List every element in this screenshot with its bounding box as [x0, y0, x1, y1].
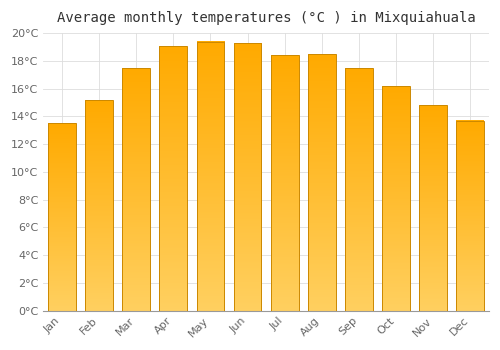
Bar	[345, 68, 373, 310]
Bar	[234, 43, 262, 310]
Bar	[122, 68, 150, 310]
Bar	[382, 86, 410, 310]
Bar	[420, 105, 447, 310]
Bar	[456, 121, 484, 310]
Bar	[160, 46, 187, 310]
Bar	[271, 55, 298, 310]
Bar	[308, 54, 336, 310]
Bar	[85, 100, 113, 310]
Title: Average monthly temperatures (°C ) in Mixquiahuala: Average monthly temperatures (°C ) in Mi…	[56, 11, 476, 25]
Bar	[196, 42, 224, 310]
Bar	[48, 123, 76, 310]
